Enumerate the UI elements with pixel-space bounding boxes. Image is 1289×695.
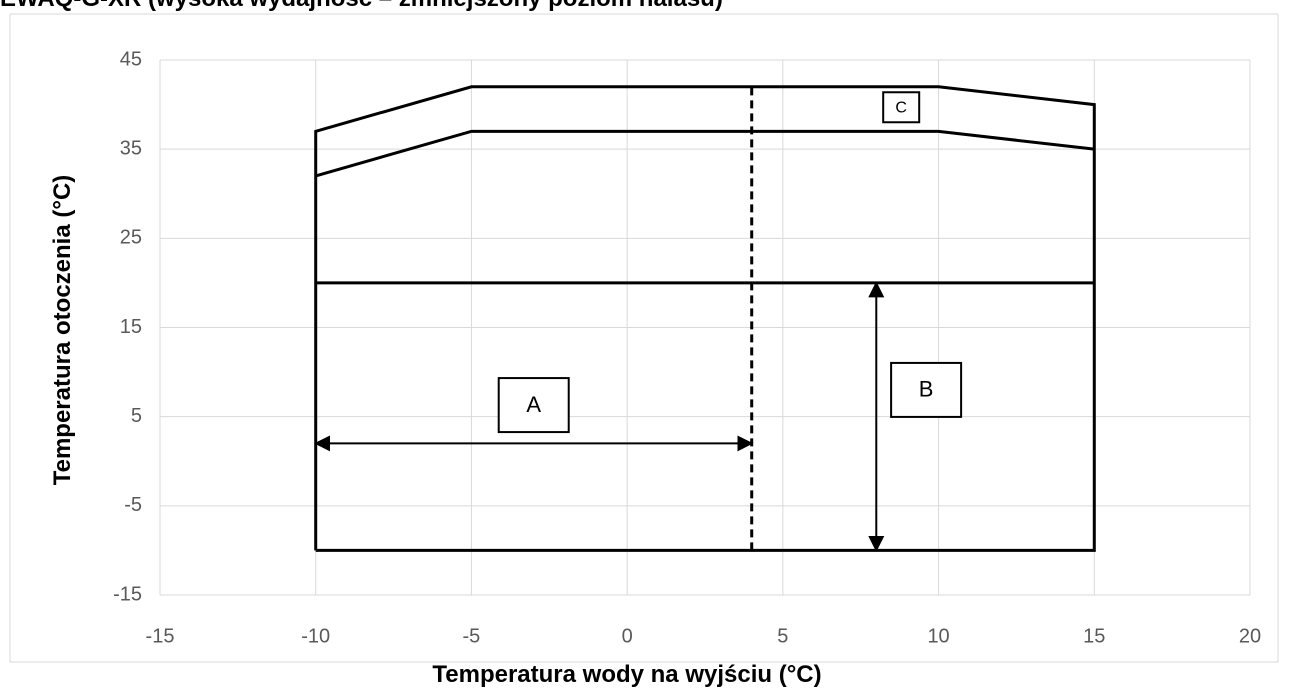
annotation-box <box>890 361 963 418</box>
y-tick-label: 15 <box>120 316 142 338</box>
annotation-label: C <box>895 99 907 116</box>
annotation-box <box>882 91 921 124</box>
y-tick-label: 35 <box>120 137 142 159</box>
y-axis-label: Temperatura otoczenia (°C) <box>49 175 76 486</box>
y-tick-label: -5 <box>124 494 142 516</box>
y-tick-label: 5 <box>131 405 142 427</box>
y-tick-label: 25 <box>120 227 142 249</box>
x-axis-label: Temperatura wody na wyjściu (°C) <box>432 661 821 688</box>
y-tick-label: 45 <box>120 48 142 70</box>
x-tick-label: -10 <box>301 625 330 647</box>
x-tick-label: 10 <box>927 625 949 647</box>
series-line <box>314 85 1096 552</box>
annotation-box <box>497 377 570 434</box>
x-tick-label: 5 <box>777 625 788 647</box>
x-tick-label: 20 <box>1239 625 1261 647</box>
y-tick-label: -15 <box>113 583 142 605</box>
series-line <box>315 129 1095 178</box>
x-tick-label: 15 <box>1083 625 1105 647</box>
chart-title: EWAQ-G-XR (wysoka wydajność – zmniejszon… <box>0 0 723 12</box>
annotation-label: A <box>526 392 541 417</box>
chart-frame <box>9 13 1279 663</box>
x-tick-label: -15 <box>146 625 175 647</box>
annotation-label: B <box>919 377 934 402</box>
x-tick-label: -5 <box>463 625 481 647</box>
x-tick-label: 0 <box>622 625 633 647</box>
